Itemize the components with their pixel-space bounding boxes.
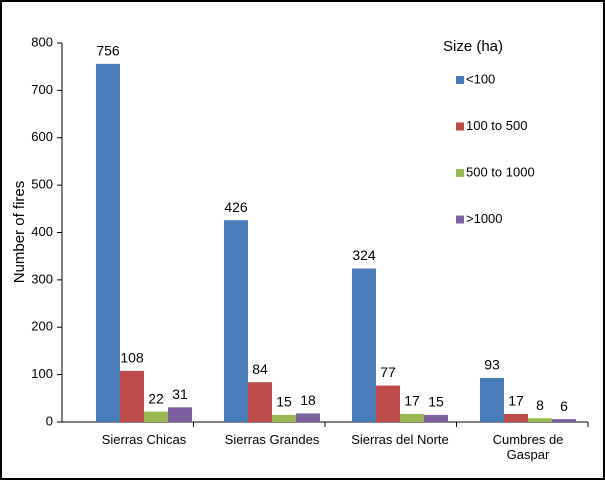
y-tick-label: 700	[31, 82, 53, 97]
data-label: 17	[404, 393, 420, 409]
y-tick-label: 800	[31, 34, 53, 49]
x-tick-label: Sierras Chicas	[101, 432, 187, 447]
data-label: 426	[224, 199, 248, 215]
data-label: 15	[276, 394, 292, 410]
y-tick-label: 600	[31, 129, 53, 144]
y-tick-label: 0	[46, 413, 53, 428]
bar	[376, 385, 400, 422]
legend-title: Size (ha)	[443, 38, 503, 55]
data-label: 8	[536, 397, 544, 413]
bar	[224, 220, 248, 422]
y-axis-title: Number of fires	[11, 181, 28, 284]
bar	[120, 370, 144, 422]
bar	[424, 414, 448, 422]
legend-label: 500 to 1000	[466, 164, 535, 179]
bar	[400, 413, 424, 422]
bar	[272, 414, 296, 422]
bar	[296, 413, 320, 422]
bar	[352, 268, 376, 422]
data-label: 756	[96, 43, 120, 59]
bar	[96, 63, 120, 422]
bar	[504, 413, 528, 422]
legend-label: >1000	[466, 211, 503, 226]
data-label: 22	[148, 390, 164, 406]
x-tick-label: Sierras del Norte	[351, 432, 449, 447]
data-label: 93	[484, 357, 500, 373]
data-label: 17	[508, 393, 524, 409]
x-tick-label: Cumbres de Gaspar	[492, 432, 564, 462]
data-label: 6	[560, 398, 568, 414]
legend-swatch	[456, 169, 464, 177]
data-label: 31	[172, 386, 188, 402]
bar	[528, 418, 552, 422]
bar	[168, 407, 192, 422]
y-tick-label: 100	[31, 366, 53, 381]
bar	[552, 419, 576, 422]
data-label: 18	[300, 392, 316, 408]
legend-swatch	[456, 215, 464, 224]
bar	[144, 411, 168, 422]
y-tick-label: 400	[31, 224, 53, 239]
data-label: 108	[120, 350, 144, 366]
legend-label: 100 to 500	[466, 118, 527, 133]
y-tick-label: 500	[31, 177, 53, 192]
y-tick-label: 200	[31, 319, 53, 334]
bar	[248, 382, 272, 422]
data-label: 84	[252, 361, 268, 377]
bar	[480, 377, 504, 422]
data-label: 15	[428, 394, 444, 410]
data-label: 77	[380, 364, 396, 380]
y-tick-label: 300	[31, 271, 53, 286]
x-tick-label: Sierras Grandes	[224, 432, 320, 447]
data-label: 324	[352, 247, 376, 263]
legend-swatch	[456, 122, 464, 131]
legend-label: <100	[466, 71, 495, 86]
legend-swatch	[456, 76, 464, 84]
